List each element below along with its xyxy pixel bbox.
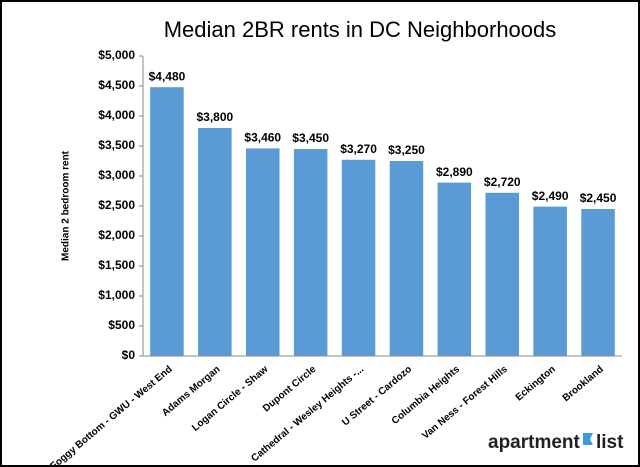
brand-icon	[583, 433, 593, 445]
bar	[198, 128, 232, 356]
y-tick-label: $2,000	[98, 228, 135, 242]
bar	[150, 87, 184, 356]
bar	[485, 192, 520, 356]
y-tick-label: $2,500	[98, 198, 135, 212]
value-label: $2,720	[484, 175, 521, 189]
y-tick-label: $4,500	[98, 78, 135, 92]
brand-text: list	[596, 432, 624, 453]
y-tick-label: $5,000	[98, 48, 135, 62]
bar	[389, 161, 424, 356]
brand-text: apartment	[488, 432, 581, 453]
bar	[581, 209, 615, 356]
bar	[341, 159, 376, 356]
value-label: $3,250	[388, 143, 425, 157]
y-tick-label: $1,500	[98, 258, 135, 272]
bar	[245, 148, 280, 356]
y-axis-label: Median 2 bedroom rent	[61, 150, 72, 261]
y-tick-label: $0	[122, 348, 136, 362]
y-tick-label: $3,000	[98, 168, 135, 182]
bar	[533, 206, 567, 356]
y-tick-label: $500	[108, 318, 135, 332]
y-tick-label: $3,500	[98, 138, 135, 152]
bar	[293, 149, 328, 356]
value-label: $3,270	[340, 142, 377, 156]
brand-logo: apartment list	[488, 432, 624, 453]
chart-title: Median 2BR rents in DC Neighborhoods	[164, 17, 557, 42]
bar	[437, 182, 472, 356]
value-label: $3,460	[244, 131, 281, 145]
value-label: $2,890	[436, 165, 473, 179]
value-label: $4,480	[149, 69, 186, 83]
value-label: $2,490	[532, 189, 569, 203]
value-label: $2,450	[580, 191, 617, 205]
y-tick-label: $1,000	[98, 288, 135, 302]
value-label: $3,800	[196, 110, 233, 124]
y-tick-label: $4,000	[98, 108, 135, 122]
value-label: $3,450	[292, 131, 329, 145]
